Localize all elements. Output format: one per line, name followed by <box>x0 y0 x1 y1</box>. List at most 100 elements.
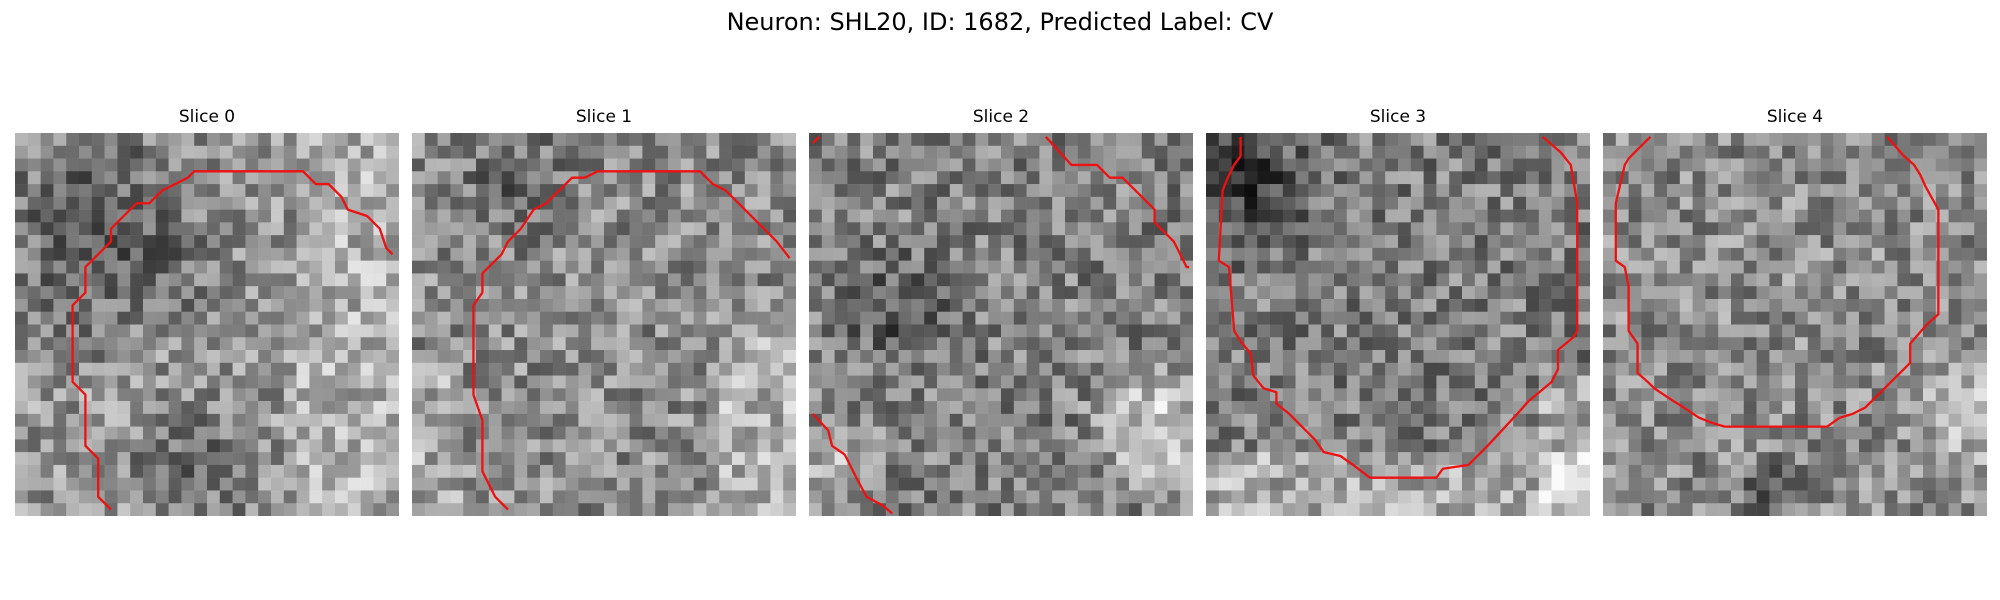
pixel <box>501 375 515 389</box>
pixel <box>834 413 848 427</box>
pixel <box>668 401 682 415</box>
pixel <box>1462 426 1476 440</box>
pixel <box>834 490 848 504</box>
pixel <box>40 222 54 236</box>
pixel <box>386 158 399 172</box>
pixel <box>668 171 682 185</box>
pixel <box>1039 439 1053 453</box>
pixel <box>783 503 796 516</box>
pixel <box>335 350 349 364</box>
pixel <box>1206 337 1220 351</box>
pixel <box>937 196 951 210</box>
pixel <box>616 171 630 185</box>
pixel <box>1295 362 1309 376</box>
pixel <box>552 490 566 504</box>
pixel <box>1731 133 1745 147</box>
pixel <box>578 490 592 504</box>
pixel <box>988 413 1002 427</box>
pixel <box>258 490 272 504</box>
pixel <box>1564 273 1578 287</box>
pixel <box>1807 247 1821 261</box>
pixel <box>988 247 1002 261</box>
pixel <box>809 171 823 185</box>
pixel <box>949 477 963 491</box>
pixel <box>1564 260 1578 274</box>
pixel <box>719 273 733 287</box>
pixel <box>1423 375 1437 389</box>
pixel <box>1077 171 1091 185</box>
pixel <box>207 388 221 402</box>
pixel <box>1910 413 1924 427</box>
pixel <box>1270 273 1284 287</box>
pixel <box>424 247 438 261</box>
pixel <box>898 196 912 210</box>
pixel <box>245 439 259 453</box>
pixel <box>1667 439 1681 453</box>
pixel <box>1410 388 1424 402</box>
pixel <box>66 286 80 300</box>
pixel <box>66 452 80 466</box>
pixel <box>1270 145 1284 159</box>
pixel <box>1257 388 1271 402</box>
pixel <box>309 350 323 364</box>
pixel <box>347 311 361 325</box>
pixel <box>1334 426 1348 440</box>
pixel <box>322 260 336 274</box>
pixel <box>821 171 835 185</box>
pixel <box>757 298 771 312</box>
pixel <box>360 171 374 185</box>
pixel <box>309 158 323 172</box>
pixel <box>424 286 438 300</box>
pixel <box>117 388 131 402</box>
pixel <box>1833 171 1847 185</box>
pixel <box>770 388 784 402</box>
pixel <box>1103 209 1117 223</box>
pixel <box>527 158 541 172</box>
pixel <box>1577 286 1590 300</box>
pixel <box>1500 298 1514 312</box>
pixel <box>207 477 221 491</box>
pixel <box>207 401 221 415</box>
pixel <box>1167 133 1181 147</box>
pixel <box>783 298 796 312</box>
pixel <box>1436 235 1450 249</box>
pixel <box>1859 337 1873 351</box>
pixel <box>386 133 399 147</box>
pixel <box>770 158 784 172</box>
pixel <box>1654 298 1668 312</box>
pixel <box>565 222 579 236</box>
pixel <box>1782 158 1796 172</box>
pixel <box>1487 477 1501 491</box>
pixel <box>322 235 336 249</box>
pixel <box>757 452 771 466</box>
pixel <box>834 133 848 147</box>
pixel <box>1628 350 1642 364</box>
pixel <box>1538 324 1552 338</box>
pixel <box>1308 490 1322 504</box>
pixel <box>386 388 399 402</box>
pixel <box>501 247 515 261</box>
pixel <box>1077 350 1091 364</box>
pixel <box>1423 464 1437 478</box>
pixel <box>744 490 758 504</box>
pixel <box>962 196 976 210</box>
pixel <box>719 426 733 440</box>
pixel <box>514 452 528 466</box>
pixel <box>155 171 169 185</box>
pixel <box>1372 350 1386 364</box>
pixel <box>15 311 29 325</box>
pixel <box>117 324 131 338</box>
pixel <box>1372 260 1386 274</box>
pixel <box>1372 247 1386 261</box>
pixel <box>732 298 746 312</box>
pixel <box>1295 196 1309 210</box>
pixel <box>347 273 361 287</box>
pixel <box>1103 133 1117 147</box>
pixel <box>181 375 195 389</box>
pixel <box>66 260 80 274</box>
pixel <box>975 196 989 210</box>
slice-panel-0: Slice 0 <box>15 106 399 516</box>
pixel <box>1334 273 1348 287</box>
pixel <box>757 388 771 402</box>
pixel <box>1346 311 1360 325</box>
